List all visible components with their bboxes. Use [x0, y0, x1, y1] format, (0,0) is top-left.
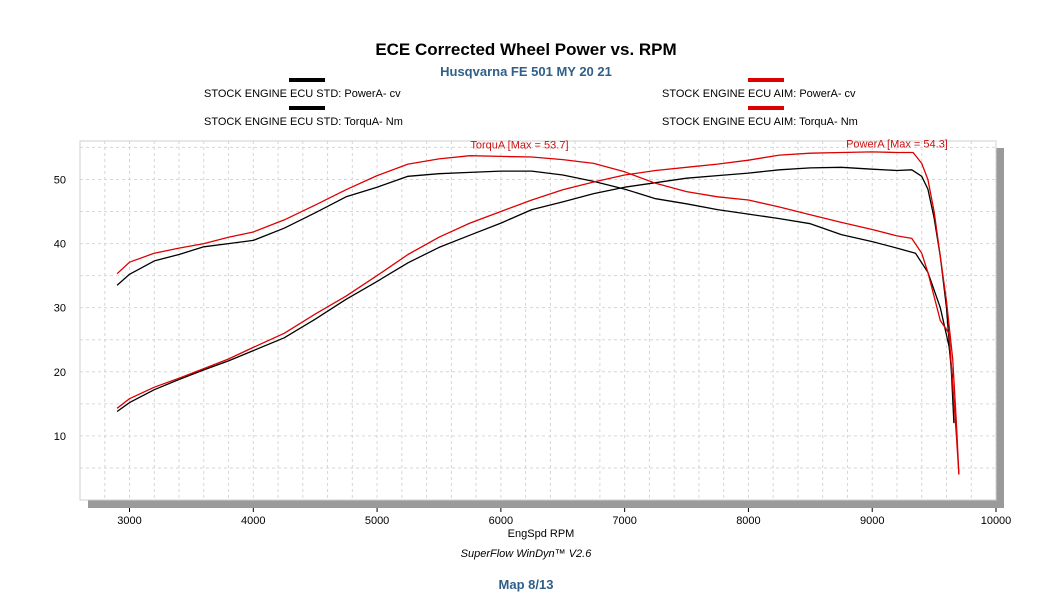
- chart-title: ECE Corrected Wheel Power vs. RPM: [375, 40, 676, 59]
- series-layer: [116, 151, 960, 475]
- legend-label: STOCK ENGINE ECU AIM: PowerA- cv: [662, 88, 856, 100]
- legend-label: STOCK ENGINE ECU STD: PowerA- cv: [204, 88, 401, 100]
- legend-label: STOCK ENGINE ECU STD: TorquA- Nm: [204, 116, 403, 128]
- x-axis-label: EngSpd RPM: [508, 528, 575, 540]
- y-tick-label: 50: [54, 174, 66, 186]
- software-footer: SuperFlow WinDyn™ V2.6: [461, 548, 593, 560]
- x-tick-label: 10000: [981, 515, 1012, 527]
- legend-label: STOCK ENGINE ECU AIM: TorquA- Nm: [662, 116, 858, 128]
- series-line-3: [116, 151, 960, 475]
- annotations: TorquA [Max = 53.7] PowerA [Max = 54.3]: [470, 138, 948, 151]
- series-line-2: [116, 170, 954, 379]
- x-tick-label: 3000: [117, 515, 141, 527]
- x-tick-label: 6000: [489, 515, 513, 527]
- y-tick-label: 30: [54, 303, 66, 315]
- x-tick-label: 5000: [365, 515, 389, 527]
- y-tick-label: 20: [54, 367, 66, 379]
- chart-subtitle: Husqvarna FE 501 MY 20 21: [440, 64, 612, 79]
- grid: [80, 141, 997, 500]
- max-annotation: PowerA [Max = 54.3]: [846, 138, 948, 150]
- y-tick-label: 10: [54, 431, 66, 443]
- y-axis-ticks: 10 20 30 40 50: [54, 174, 66, 442]
- x-tick-label: 9000: [860, 515, 884, 527]
- y-tick-label: 40: [54, 239, 66, 251]
- legend: STOCK ENGINE ECU STD: PowerA- cv STOCK EN…: [204, 78, 858, 128]
- series-line-1: [116, 166, 955, 424]
- series-line-4: [116, 155, 960, 475]
- plot-area: [79, 140, 997, 501]
- x-tick-label: 7000: [612, 515, 636, 527]
- x-axis-ticks: 3000 4000 5000 6000 7000 8000 9000 10000: [117, 508, 1011, 527]
- x-tick-label: 8000: [736, 515, 760, 527]
- max-annotation: TorquA [Max = 53.7]: [470, 140, 568, 152]
- map-label: Map 8/13: [499, 577, 554, 592]
- x-tick-label: 4000: [241, 515, 265, 527]
